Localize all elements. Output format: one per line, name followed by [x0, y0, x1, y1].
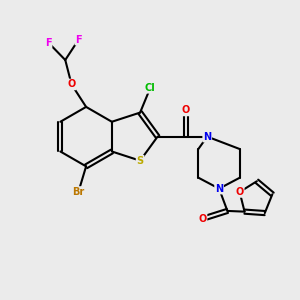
Text: O: O	[198, 214, 207, 224]
Text: O: O	[68, 80, 76, 89]
Text: F: F	[75, 34, 82, 45]
Text: Cl: Cl	[145, 83, 156, 93]
Text: N: N	[203, 132, 211, 142]
Text: O: O	[236, 187, 244, 197]
Text: Br: Br	[72, 187, 85, 197]
Text: N: N	[215, 184, 223, 194]
Text: S: S	[136, 156, 144, 166]
Text: O: O	[182, 106, 190, 116]
Text: F: F	[45, 38, 52, 47]
